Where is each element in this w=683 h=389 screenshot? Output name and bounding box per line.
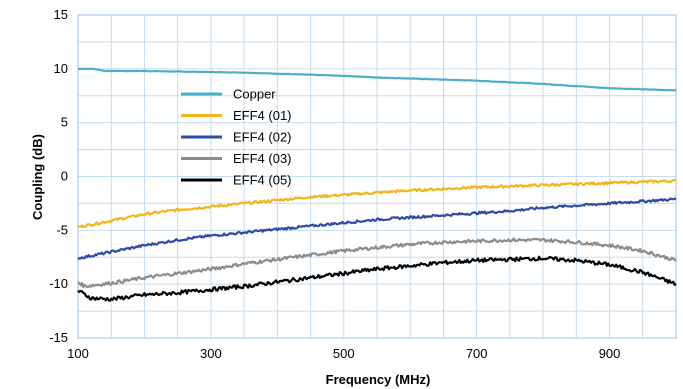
y-tick-label: 10 [54,61,68,76]
y-tick-label: -5 [56,222,68,237]
y-tick-labels: 15 10 5 0 -5 -10 -15 [49,7,68,345]
legend-label-2: EFF4 (02) [233,130,292,145]
series-line-4 [77,255,677,302]
x-tick-label: 300 [200,346,222,361]
x-axis-title: Frequency (MHz) [326,372,431,387]
x-tick-labels: 100 300 500 700 900 [67,346,620,361]
series-group [77,67,677,302]
legend-label-0: Copper [233,87,276,102]
y-tick-label: -10 [49,276,68,291]
x-tick-label: 100 [67,346,89,361]
y-axis-title: Coupling (dB) [30,134,45,220]
x-tick-label: 500 [333,346,355,361]
legend: Copper EFF4 (01) EFF4 (02) EFF4 (03) EFF4 (0… [181,87,292,188]
x-tick-label: 700 [466,346,488,361]
legend-label-4: EFF4 (05) [233,173,292,188]
legend-label-3: EFF4 (03) [233,151,292,166]
series-line-0 [78,67,677,92]
series-line-1 [77,178,677,229]
series-line-3 [77,237,677,289]
x-tick-label: 900 [599,346,621,361]
y-tick-label: 0 [61,169,68,184]
legend-label-1: EFF4 (01) [233,108,292,123]
y-tick-label: 15 [54,7,68,22]
plot-area [77,14,677,339]
y-tick-label: -15 [49,330,68,345]
series-line-2 [77,197,677,261]
y-tick-label: 5 [61,115,68,130]
